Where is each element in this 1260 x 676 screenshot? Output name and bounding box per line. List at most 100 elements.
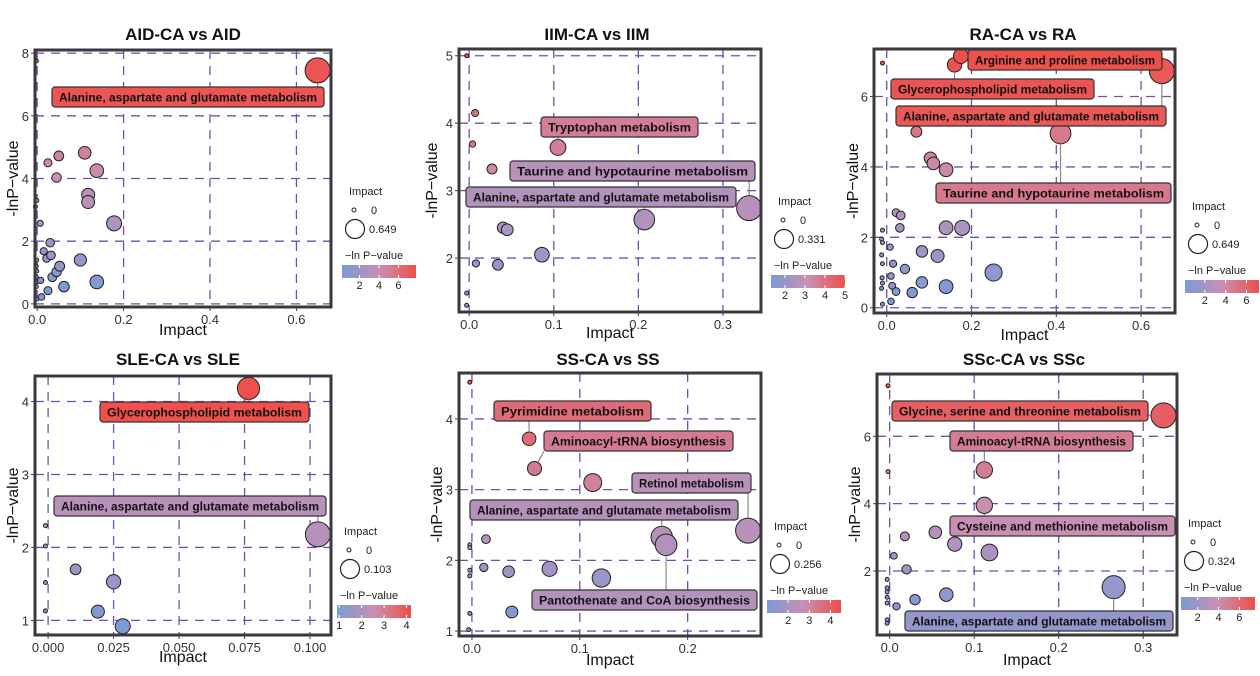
size-legend-title: Impact	[774, 521, 807, 533]
data-point	[464, 302, 470, 308]
data-point	[954, 219, 971, 236]
x-tick-label: 0.2	[962, 318, 980, 333]
y-axis-label: -lnP−value	[5, 467, 22, 543]
data-point	[887, 272, 895, 280]
plot-frame	[33, 374, 333, 637]
y-tick-label: 4	[22, 395, 29, 410]
data-point	[895, 210, 906, 221]
data-point	[43, 286, 53, 296]
data-point	[471, 109, 480, 118]
plot-frame	[872, 47, 1177, 315]
annotation-label: Tryptophan metabolism	[548, 123, 691, 135]
data-point	[879, 227, 885, 233]
y-tick-label: 3	[22, 467, 29, 482]
annotation-box	[891, 400, 1149, 422]
legend: Impact 0 0.649 −ln P−value 2 4 6	[1185, 201, 1259, 307]
annotation-label: Taurine and hypotaurine metabolism	[517, 167, 748, 179]
x-tick-label: 0.2	[115, 312, 133, 327]
x-tick-label: 0.6	[1132, 318, 1150, 333]
annotation-box	[895, 105, 1167, 127]
annotation-label: Glycine, serine and threonine metabolism	[899, 407, 1141, 419]
annotation-label: Alanine, aspartate and glutamate metabol…	[903, 112, 1159, 124]
annotation-box	[543, 430, 734, 452]
legend: Impact 0 0.256 −ln P−value 2 3 4	[767, 521, 841, 627]
y-tick-label: 0	[22, 297, 29, 312]
color-legend-tick-label: 2	[785, 615, 791, 627]
color-legend-tick-label: 2	[1195, 612, 1201, 624]
data-point	[505, 605, 519, 619]
size-legend-small	[1194, 222, 1200, 228]
x-tick-label: 0.1	[545, 317, 563, 332]
panel-title: SS-CA vs SS	[556, 350, 659, 369]
size-legend-large	[1183, 550, 1205, 572]
x-tick-label: 0.050	[163, 640, 196, 655]
data-point	[521, 431, 537, 447]
color-legend-tick-label: 2	[359, 620, 365, 632]
y-tick-label: 2	[22, 234, 29, 249]
data-point	[654, 533, 678, 557]
size-legend-title: Impact	[1192, 201, 1225, 213]
data-point	[884, 589, 890, 595]
annotation-box	[540, 116, 699, 138]
color-legend-tick-label: 2	[1202, 295, 1208, 307]
y-axis-label: -lnP−value	[845, 143, 862, 219]
plot-frame	[875, 372, 1179, 637]
x-axis-label: Impact	[159, 649, 208, 666]
x-tick-label: 0.0	[881, 640, 899, 655]
x-axis-label: Impact	[586, 652, 635, 669]
size-legend-max-label: 0.256	[794, 559, 822, 571]
x-tick-label: 0.0	[460, 317, 478, 332]
data-point	[53, 150, 65, 162]
annotation-box	[509, 160, 756, 182]
annotation-label: Alanine, aspartate and glutamate metabol…	[473, 193, 729, 205]
size-legend-large	[773, 228, 795, 250]
data-point	[81, 195, 96, 209]
panel-title: SLE-CA vs SLE	[116, 350, 240, 369]
data-point	[591, 568, 612, 588]
color-legend-tick-label: 6	[395, 280, 401, 292]
panel-title: RA-CA vs RA	[969, 25, 1076, 44]
data-point	[466, 627, 472, 633]
data-point	[938, 220, 954, 236]
x-tick-label: 0.1	[571, 641, 589, 656]
y-tick-label: 4	[446, 116, 453, 131]
data-point	[879, 275, 885, 281]
size-legend-large	[769, 553, 791, 575]
data-point	[42, 543, 48, 549]
data-point	[879, 240, 885, 246]
data-point	[884, 585, 890, 591]
data-point	[947, 536, 963, 552]
data-point	[892, 602, 901, 611]
data-point	[890, 552, 898, 560]
y-tick-label: 1	[446, 624, 453, 639]
y-tick-label: 2	[446, 251, 453, 266]
y-tick-label: 8	[22, 46, 29, 61]
annotation-box	[949, 430, 1134, 452]
size-legend-large	[344, 218, 366, 240]
x-axis-label: Impact	[1000, 327, 1049, 344]
color-legend-tick-label: 4	[1215, 612, 1221, 624]
y-tick-label: 2	[861, 230, 868, 245]
color-legend-tick-label: 3	[806, 615, 812, 627]
annotation-box	[465, 186, 737, 208]
x-axis-label: Impact	[586, 325, 635, 342]
color-legend-tick-label: 6	[1243, 295, 1249, 307]
color-legend-bar	[337, 605, 411, 618]
color-legend-tick-label: 5	[842, 290, 848, 302]
data-point	[467, 573, 473, 579]
size-legend-max-label: 0.649	[369, 224, 397, 236]
x-tick-label: 0.025	[97, 640, 130, 655]
data-point	[939, 587, 954, 602]
data-point	[884, 594, 890, 600]
color-legend-bar	[767, 600, 841, 613]
data-point	[899, 263, 911, 275]
panel-4: SLE-CA vs SLE 0.000 0.025 0.050 0.075 0.100 1 2…	[5, 350, 411, 666]
x-axis-label: Impact	[159, 322, 208, 339]
data-point	[975, 496, 993, 515]
legend: Impact 0 0.649 −ln P−value 2 4 6	[342, 186, 416, 292]
size-legend-small	[1190, 539, 1196, 545]
x-tick-label: 0.2	[679, 641, 697, 656]
panel-5: SS-CA vs SS 0.0 0.1 0.2 1 2 3 4 Impact -lnP−value…	[429, 350, 841, 669]
color-legend-title: −ln P−value	[1184, 582, 1242, 594]
data-point	[43, 158, 53, 168]
